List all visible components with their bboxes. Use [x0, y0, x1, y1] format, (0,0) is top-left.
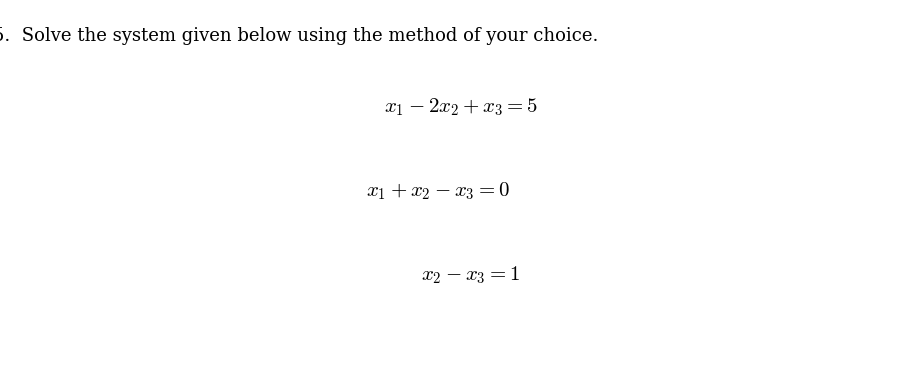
- Text: $x_1 + x_2 - x_3 = 0$: $x_1 + x_2 - x_3 = 0$: [366, 180, 510, 202]
- Text: $x_1 - 2x_2 + x_3 = 5$: $x_1 - 2x_2 + x_3 = 5$: [384, 96, 538, 118]
- Text: $x_2 - x_3 = 1$: $x_2 - x_3 = 1$: [420, 264, 520, 286]
- Text: 5.  Solve the system given below using the method of your choice.: 5. Solve the system given below using th…: [0, 27, 598, 45]
